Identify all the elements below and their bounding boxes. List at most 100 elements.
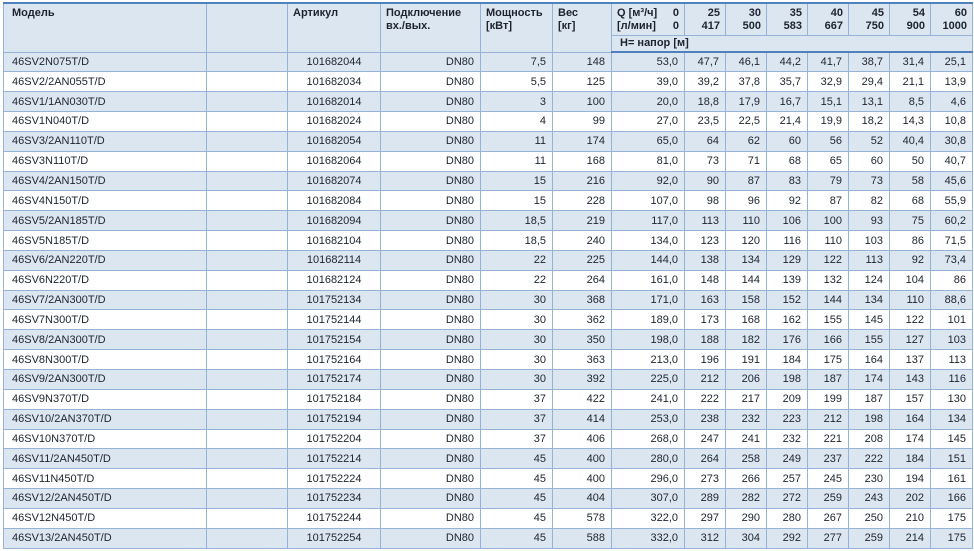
cell-model: 46SV11N450T/D [3,468,207,490]
cell-spacer [206,468,288,490]
cell-head-value: 35,7 [766,71,808,93]
cell-connection: DN80 [380,210,481,232]
cell-head-value: 38,7 [848,51,890,73]
cell-weight: 362 [552,309,612,331]
cell-model: 46SV4N150T/D [3,190,207,212]
pump-row: 46SV11/2AN450T/D 101752214 DN80 45 400 280,0 2… [3,448,973,470]
cell-model: 46SV3/2AN110T/D [3,130,207,152]
col-header-power: Мощность [кВт] [480,2,553,53]
cell-head-value: 40,7 [930,150,973,172]
cell-spacer [206,170,288,192]
cell-head-value: 44,2 [766,51,808,73]
cell-weight: 168 [552,150,612,172]
cell-head-value: 222 [684,388,726,410]
col-header-weight-line1: Вес [558,7,579,19]
cell-head-value: 98 [684,190,726,212]
cell-spacer [206,210,288,232]
cell-head-value: 247 [684,428,726,450]
cell-weight: 99 [552,111,612,132]
cell-head-value: 56 [807,130,849,152]
cell-head-value: 277 [807,527,849,549]
flow-lmin-label: [л/мин] [617,20,656,32]
cell-power: 15 [480,190,553,212]
cell-head-value: 45,6 [930,170,973,192]
cell-connection: DN80 [380,111,481,132]
pump-row: 46SV3/2AN110T/D 101682054 DN80 11 174 65,0 64 6… [3,130,973,152]
head-label: H= напор [м] [611,35,973,53]
pump-row: 46SV13/2AN450T/D 101752254 DN80 45 588 332,0 3… [3,527,973,549]
cell-head-value: 32,9 [807,71,849,93]
col-header-flow-rate: 25 417 [684,2,726,36]
cell-weight: 240 [552,230,612,251]
cell-weight: 363 [552,349,612,370]
cell-spacer [206,309,288,331]
cell-head-value: 312 [684,527,726,549]
cell-model: 46SV6/2AN220T/D [3,249,207,271]
cell-weight: 400 [552,468,612,490]
cell-head-value: 92 [766,190,808,212]
cell-connection: DN80 [380,269,481,291]
cell-head-value: 157 [889,388,931,410]
cell-spacer [206,269,288,291]
cell-head-value: 168 [725,309,767,331]
cell-head-value: 144 [725,269,767,291]
flow-lmin-value: 750 [865,20,884,32]
cell-spacer [206,289,288,311]
cell-model: 46SV9N370T/D [3,388,207,410]
cell-head-value: 17,9 [725,91,767,113]
cell-head-value: 232 [725,408,767,430]
cell-weight: 174 [552,130,612,152]
cell-head-value: 110 [807,230,849,251]
cell-head-value: 164 [889,408,931,430]
cell-head-value: 4,6 [930,91,973,113]
flow-m3h-value: 35 [789,7,802,19]
flow-lmin-value: 1000 [942,20,967,32]
col-header-power-line1: Мощность [486,7,543,19]
cell-weight: 392 [552,369,612,390]
cell-head-value: 264 [684,448,726,470]
flow-m3h-zero: 0 [672,7,679,19]
cell-head-value: 50 [889,150,931,172]
cell-head-value: 173 [684,309,726,331]
cell-head-value: 81,0 [611,150,685,172]
cell-spacer [206,428,288,450]
col-header-flow-rate: 30 500 [725,2,767,36]
cell-article: 101682074 [287,170,381,192]
cell-spacer [206,91,288,113]
pump-row: 46SV1N040T/D 101682024 DN80 4 99 27,0 23,5 22,5… [3,111,973,132]
cell-power: 37 [480,428,553,450]
cell-head-value: 253,0 [611,408,685,430]
cell-article: 101752234 [287,488,381,509]
cell-head-value: 189,0 [611,309,685,331]
cell-head-value: 55,9 [930,190,973,212]
flow-lmin-value: 900 [906,20,925,32]
cell-head-value: 268,0 [611,428,685,450]
cell-connection: DN80 [380,388,481,410]
cell-spacer [206,71,288,93]
cell-article: 101682124 [287,269,381,291]
pump-row: 46SV9/2AN300T/D 101752174 DN80 30 392 225,0 21… [3,369,973,390]
cell-head-value: 71,5 [930,230,973,251]
cell-power: 37 [480,408,553,430]
cell-weight: 100 [552,91,612,113]
cell-article: 101682084 [287,190,381,212]
cell-power: 37 [480,388,553,410]
cell-power: 30 [480,349,553,370]
cell-article: 101752154 [287,329,381,351]
cell-head-value: 116 [766,230,808,251]
cell-power: 45 [480,527,553,549]
cell-head-value: 158 [725,289,767,311]
cell-power: 7,5 [480,51,553,73]
cell-head-value: 217 [725,388,767,410]
cell-head-value: 162 [766,309,808,331]
cell-head-value: 73 [848,170,890,192]
cell-power: 22 [480,269,553,291]
cell-head-value: 297 [684,507,726,529]
col-header-flow-rate: 35 583 [766,2,808,36]
flow-m3h-value: 40 [830,7,843,19]
cell-power: 5,5 [480,71,553,93]
cell-head-value: 86 [930,269,973,291]
cell-head-value: 25,1 [930,51,973,73]
cell-head-value: 22,5 [725,111,767,132]
